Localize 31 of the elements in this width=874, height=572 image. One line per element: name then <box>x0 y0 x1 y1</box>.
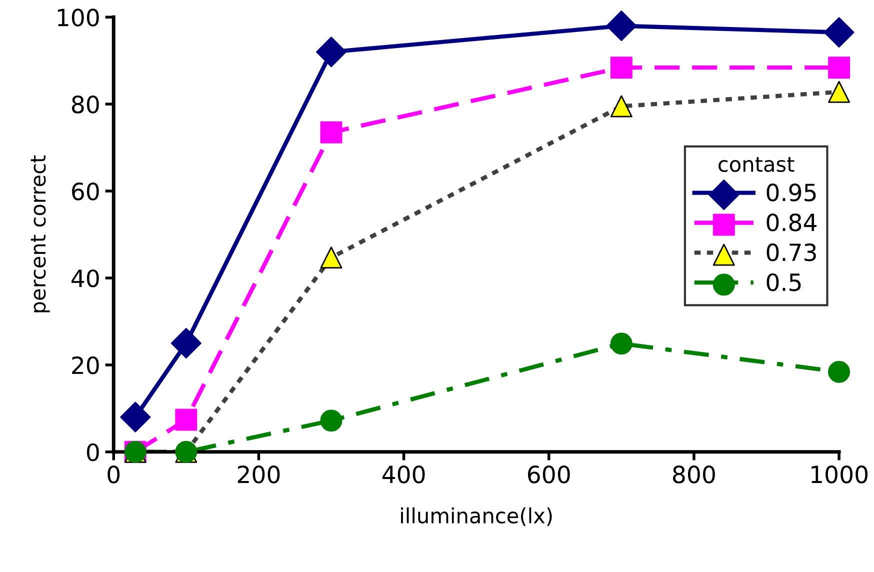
point <box>316 36 347 68</box>
x-tick-label: 600 <box>528 465 570 484</box>
point <box>610 56 632 79</box>
x-tick-label: 200 <box>238 465 280 484</box>
legend-label: 0.5 <box>766 273 801 292</box>
legend-label: 0.73 <box>766 243 816 262</box>
y-tick-label: 0 <box>86 443 99 462</box>
point <box>320 246 342 269</box>
y-axis-title: percent correct <box>30 155 50 312</box>
point <box>120 402 151 432</box>
point <box>170 328 202 358</box>
x-tick-label: 0 <box>108 465 120 484</box>
point <box>828 80 850 103</box>
y-tick-label: 60 <box>72 182 99 200</box>
y-tick-label: 100 <box>58 8 99 26</box>
x-axis-title: illuminance(lx) <box>401 507 552 526</box>
point <box>606 10 637 42</box>
point <box>824 17 854 48</box>
y-tick-label: 20 <box>72 356 99 374</box>
x-tick-label: 1000 <box>812 465 868 484</box>
point <box>320 121 342 144</box>
legend-label: 0.84 <box>766 213 816 232</box>
y-tick-label: 80 <box>72 96 99 114</box>
y-tick-label: 40 <box>72 269 99 288</box>
point <box>610 95 632 118</box>
point <box>828 56 850 79</box>
legend-title: contast <box>718 157 794 172</box>
point <box>175 408 198 431</box>
x-tick-label: 800 <box>673 465 715 484</box>
legend-label: 0.95 <box>766 184 816 202</box>
x-tick-label: 400 <box>382 465 425 484</box>
